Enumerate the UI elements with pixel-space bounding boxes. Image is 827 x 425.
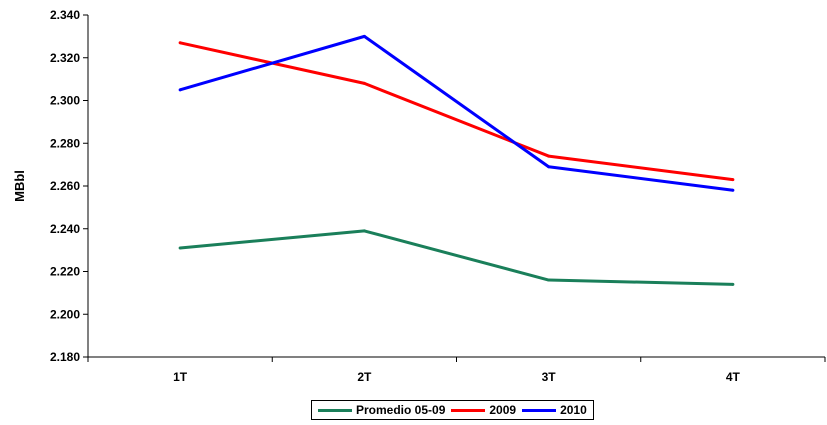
legend-label-2010: 2010 <box>560 403 587 417</box>
data-point <box>362 34 366 38</box>
y-ticks: 2.180 2.200 2.220 2.240 2.260 2.280 2.300 2.320… <box>50 8 88 364</box>
series-line-2010 <box>179 34 734 192</box>
y-tick-label: 2.260 <box>50 179 80 193</box>
y-tick-label: 2.280 <box>50 136 80 150</box>
data-point <box>731 188 735 192</box>
legend-label-promedio: Promedio 05-09 <box>356 403 446 417</box>
y-tick-label: 2.200 <box>50 307 80 321</box>
legend: Promedio 05-09 2009 2010 <box>311 400 594 420</box>
data-point <box>731 178 735 182</box>
y-tick-label: 2.220 <box>50 265 80 279</box>
legend-swatch-2010 <box>522 408 557 412</box>
legend-swatch-2009 <box>451 408 486 412</box>
data-point <box>362 229 366 233</box>
data-point <box>547 278 551 282</box>
x-tick-label: 1T <box>173 370 188 384</box>
y-tick-label: 2.340 <box>50 8 80 22</box>
data-point <box>731 282 735 286</box>
y-tick-label: 2.300 <box>50 94 80 108</box>
x-tick-label: 4T <box>726 370 741 384</box>
series-line-promedio-05-09 <box>179 229 733 286</box>
legend-swatch-promedio <box>318 408 352 412</box>
x-tick-label: 3T <box>542 370 557 384</box>
data-point <box>178 88 182 92</box>
legend-label-2009: 2009 <box>489 403 517 417</box>
series-group <box>178 34 735 286</box>
y-axis-title: MBbl <box>12 170 27 202</box>
legend-item-promedio: Promedio 05-09 <box>318 403 445 417</box>
x-tick-label: 2T <box>357 370 372 384</box>
data-point <box>362 81 366 85</box>
legend-item-2010: 2010 <box>522 403 587 417</box>
data-point <box>178 41 182 45</box>
data-point <box>547 165 551 169</box>
series-line-2009 <box>179 41 734 182</box>
data-point <box>178 246 182 250</box>
x-ticks: 1T 2T 3T 4T <box>87 357 826 384</box>
data-point <box>547 154 551 158</box>
y-tick-label: 2.320 <box>50 51 80 65</box>
y-tick-label: 2.240 <box>50 222 80 236</box>
y-tick-label: 2.180 <box>50 350 80 364</box>
legend-item-2009: 2009 <box>451 403 516 417</box>
